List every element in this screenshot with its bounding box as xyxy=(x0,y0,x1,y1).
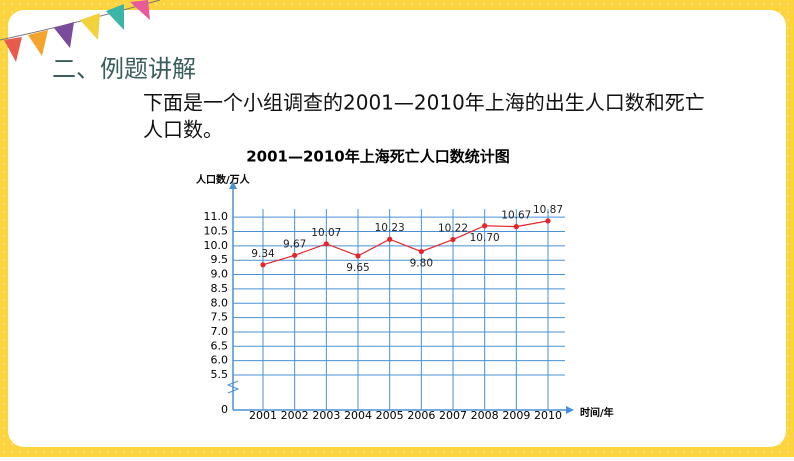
point xyxy=(292,252,298,258)
x-tick-label: 2010 xyxy=(534,409,562,422)
value-label: 9.34 xyxy=(251,248,275,260)
value-label: 10.23 xyxy=(375,222,405,234)
point xyxy=(355,253,361,259)
axis-arrow xyxy=(229,181,237,189)
x-tick-label: 2003 xyxy=(312,409,340,422)
x-tick-label: 2009 xyxy=(502,409,530,422)
x-tick-label: 2007 xyxy=(439,409,467,422)
y-tick-label: 9.0 xyxy=(211,268,229,281)
value-label: 10.67 xyxy=(501,210,531,222)
x-axis-label: 时间/年 xyxy=(580,406,614,419)
y-tick-label: 7.0 xyxy=(211,325,229,338)
point xyxy=(450,236,456,243)
value-label: 10.22 xyxy=(438,223,468,235)
value-label: 9.80 xyxy=(410,258,433,270)
point xyxy=(513,224,519,230)
point xyxy=(323,241,329,247)
y-tick-label: 8.5 xyxy=(211,282,229,295)
body-text: 下面是一个小组调查的2001—2010年上海的出生人口数和死亡 xyxy=(143,91,705,115)
y-axis-label: 人口数/万人 xyxy=(196,173,251,186)
y-tick-label: 8.0 xyxy=(211,296,229,309)
x-tick-label: 2005 xyxy=(376,409,404,422)
point xyxy=(418,248,424,255)
y-tick-label: 6.5 xyxy=(211,339,229,352)
y-tick-label: 6.0 xyxy=(211,354,229,367)
x-tick-label: 2006 xyxy=(407,409,435,422)
point xyxy=(387,236,393,242)
axis-arrow xyxy=(566,406,574,414)
body-text: 人口数。 xyxy=(143,118,223,142)
point xyxy=(482,223,488,229)
x-tick-label: 2002 xyxy=(281,409,309,422)
y-tick-label: 0 xyxy=(221,403,228,416)
point xyxy=(260,262,266,268)
x-tick-label: 2001 xyxy=(249,409,277,422)
chart-title: 2001—2010年上海死亡人口数统计图 xyxy=(246,148,510,166)
value-label: 9.65 xyxy=(346,262,369,274)
value-label: 10.07 xyxy=(311,227,341,239)
y-tick-label: 7.5 xyxy=(211,311,229,324)
line xyxy=(262,220,549,266)
value-label: 10.87 xyxy=(533,204,563,216)
heading: 二、例题讲解 xyxy=(52,55,196,83)
panel xyxy=(8,10,786,447)
y-tick-label: 10.5 xyxy=(204,225,229,238)
y-tick-label: 11.0 xyxy=(204,210,229,223)
point xyxy=(545,218,551,224)
y-tick-label: 5.5 xyxy=(211,368,229,381)
value-label: 9.67 xyxy=(283,238,306,250)
bunting xyxy=(0,0,161,62)
y-tick-label: 10.0 xyxy=(204,239,229,252)
x-tick-label: 2008 xyxy=(471,409,499,422)
value-label: 10.70 xyxy=(470,232,500,244)
x-tick-label: 2004 xyxy=(344,409,372,422)
y-tick-label: 9.5 xyxy=(211,253,229,266)
